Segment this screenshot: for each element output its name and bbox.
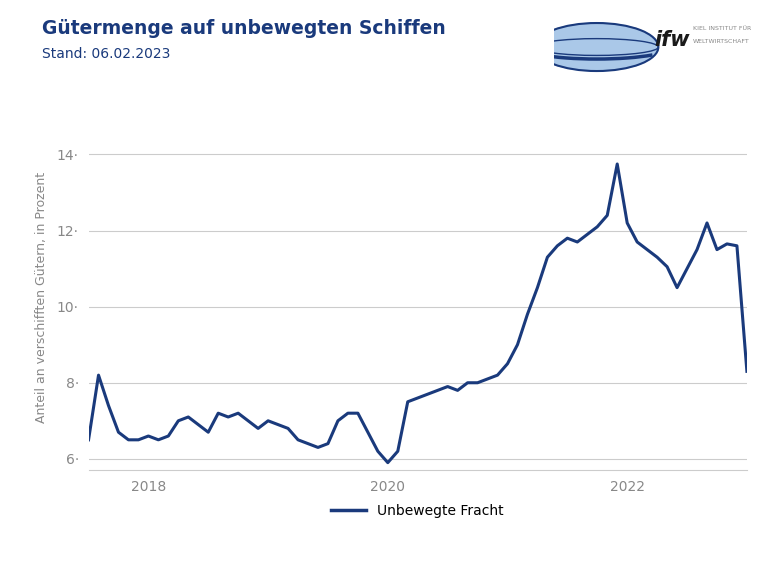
Circle shape <box>535 23 658 71</box>
Text: ifw: ifw <box>654 29 690 50</box>
Y-axis label: Anteil an verschifften Gütern, in Prozent: Anteil an verschifften Gütern, in Prozen… <box>35 171 49 423</box>
Text: Kiel Trade indicator: Kiel Trade indicator <box>557 548 755 567</box>
Text: WELTWIRTSCHAFT: WELTWIRTSCHAFT <box>693 39 750 44</box>
Text: Quelle: Fleetmon, eigene Berechnungen.: Quelle: Fleetmon, eigene Berechnungen. <box>15 551 303 564</box>
Text: Gütermenge auf unbewegten Schiffen: Gütermenge auf unbewegten Schiffen <box>42 18 446 38</box>
Legend: Unbewegte Fracht: Unbewegte Fracht <box>326 499 510 524</box>
Text: KIEL INSTITUT FÜR: KIEL INSTITUT FÜR <box>693 26 752 31</box>
Text: Stand: 06.02.2023: Stand: 06.02.2023 <box>42 47 171 61</box>
